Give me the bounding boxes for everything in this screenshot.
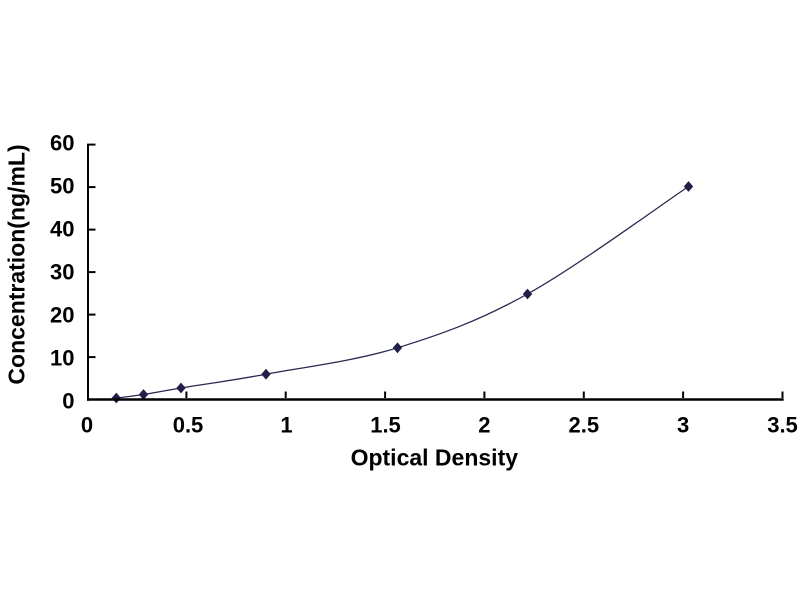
svg-text:0: 0 [81,413,93,438]
svg-text:10: 10 [50,346,74,371]
svg-text:3: 3 [677,413,689,438]
svg-text:0.5: 0.5 [173,413,204,438]
svg-text:20: 20 [50,303,74,328]
svg-text:30: 30 [50,260,74,285]
svg-text:3.5: 3.5 [767,413,798,438]
svg-text:1: 1 [280,413,292,438]
svg-text:60: 60 [50,131,74,156]
svg-text:0: 0 [62,389,74,414]
svg-text:1.5: 1.5 [370,413,401,438]
svg-text:Concentration(ng/mL): Concentration(ng/mL) [4,144,30,384]
svg-text:50: 50 [50,174,74,199]
svg-text:40: 40 [50,217,74,242]
svg-text:2: 2 [478,413,490,438]
svg-text:Optical Density: Optical Density [351,445,519,471]
svg-text:2.5: 2.5 [569,413,600,438]
